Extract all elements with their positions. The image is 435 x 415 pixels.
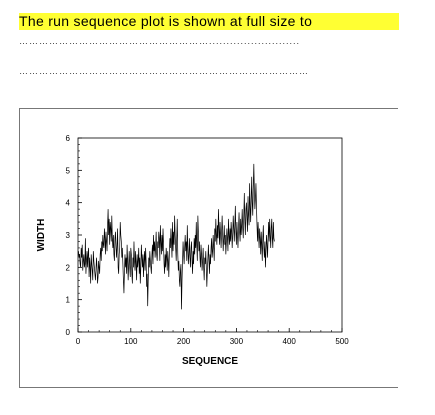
y-tick-label: 5 — [66, 166, 71, 175]
y-tick-label: 0 — [66, 328, 71, 337]
highlighted-heading: The run sequence plot is shown at full s… — [19, 13, 399, 30]
figure-frame: 0 100 200 300 400 500 0 1 2 3 4 5 6 SEQUENCE WIDTH — [19, 108, 398, 388]
x-tick-label: 300 — [230, 337, 244, 346]
x-tick-label: 200 — [177, 337, 191, 346]
x-tick-label: 500 — [335, 337, 349, 346]
axis-ticks — [77, 137, 343, 333]
x-tick-label: 100 — [124, 337, 138, 346]
y-tick-label: 3 — [66, 231, 71, 240]
y-tick-label: 2 — [66, 263, 71, 272]
dotted-leader-line-1: ………………………………………………….....................… — [19, 36, 301, 46]
heading-text: The run sequence plot is shown at full s… — [19, 13, 313, 29]
run-sequence-plot: 0 100 200 300 400 500 0 1 2 3 4 5 6 SEQUENCE WIDTH — [36, 134, 350, 367]
y-tick-label: 1 — [66, 296, 71, 305]
y-axis-title: WIDTH — [36, 219, 47, 252]
series-line — [78, 163, 275, 310]
dotted-leader-line-2: …………………………………………………………………………… — [19, 66, 309, 76]
x-tick-label: 400 — [283, 337, 297, 346]
x-tick-label: 0 — [76, 337, 81, 346]
axis-tick-labels: 0 100 200 300 400 500 0 1 2 3 4 5 6 — [66, 134, 350, 346]
y-tick-label: 4 — [66, 199, 71, 208]
y-tick-label: 6 — [66, 134, 71, 143]
x-axis-title: SEQUENCE — [182, 356, 238, 367]
